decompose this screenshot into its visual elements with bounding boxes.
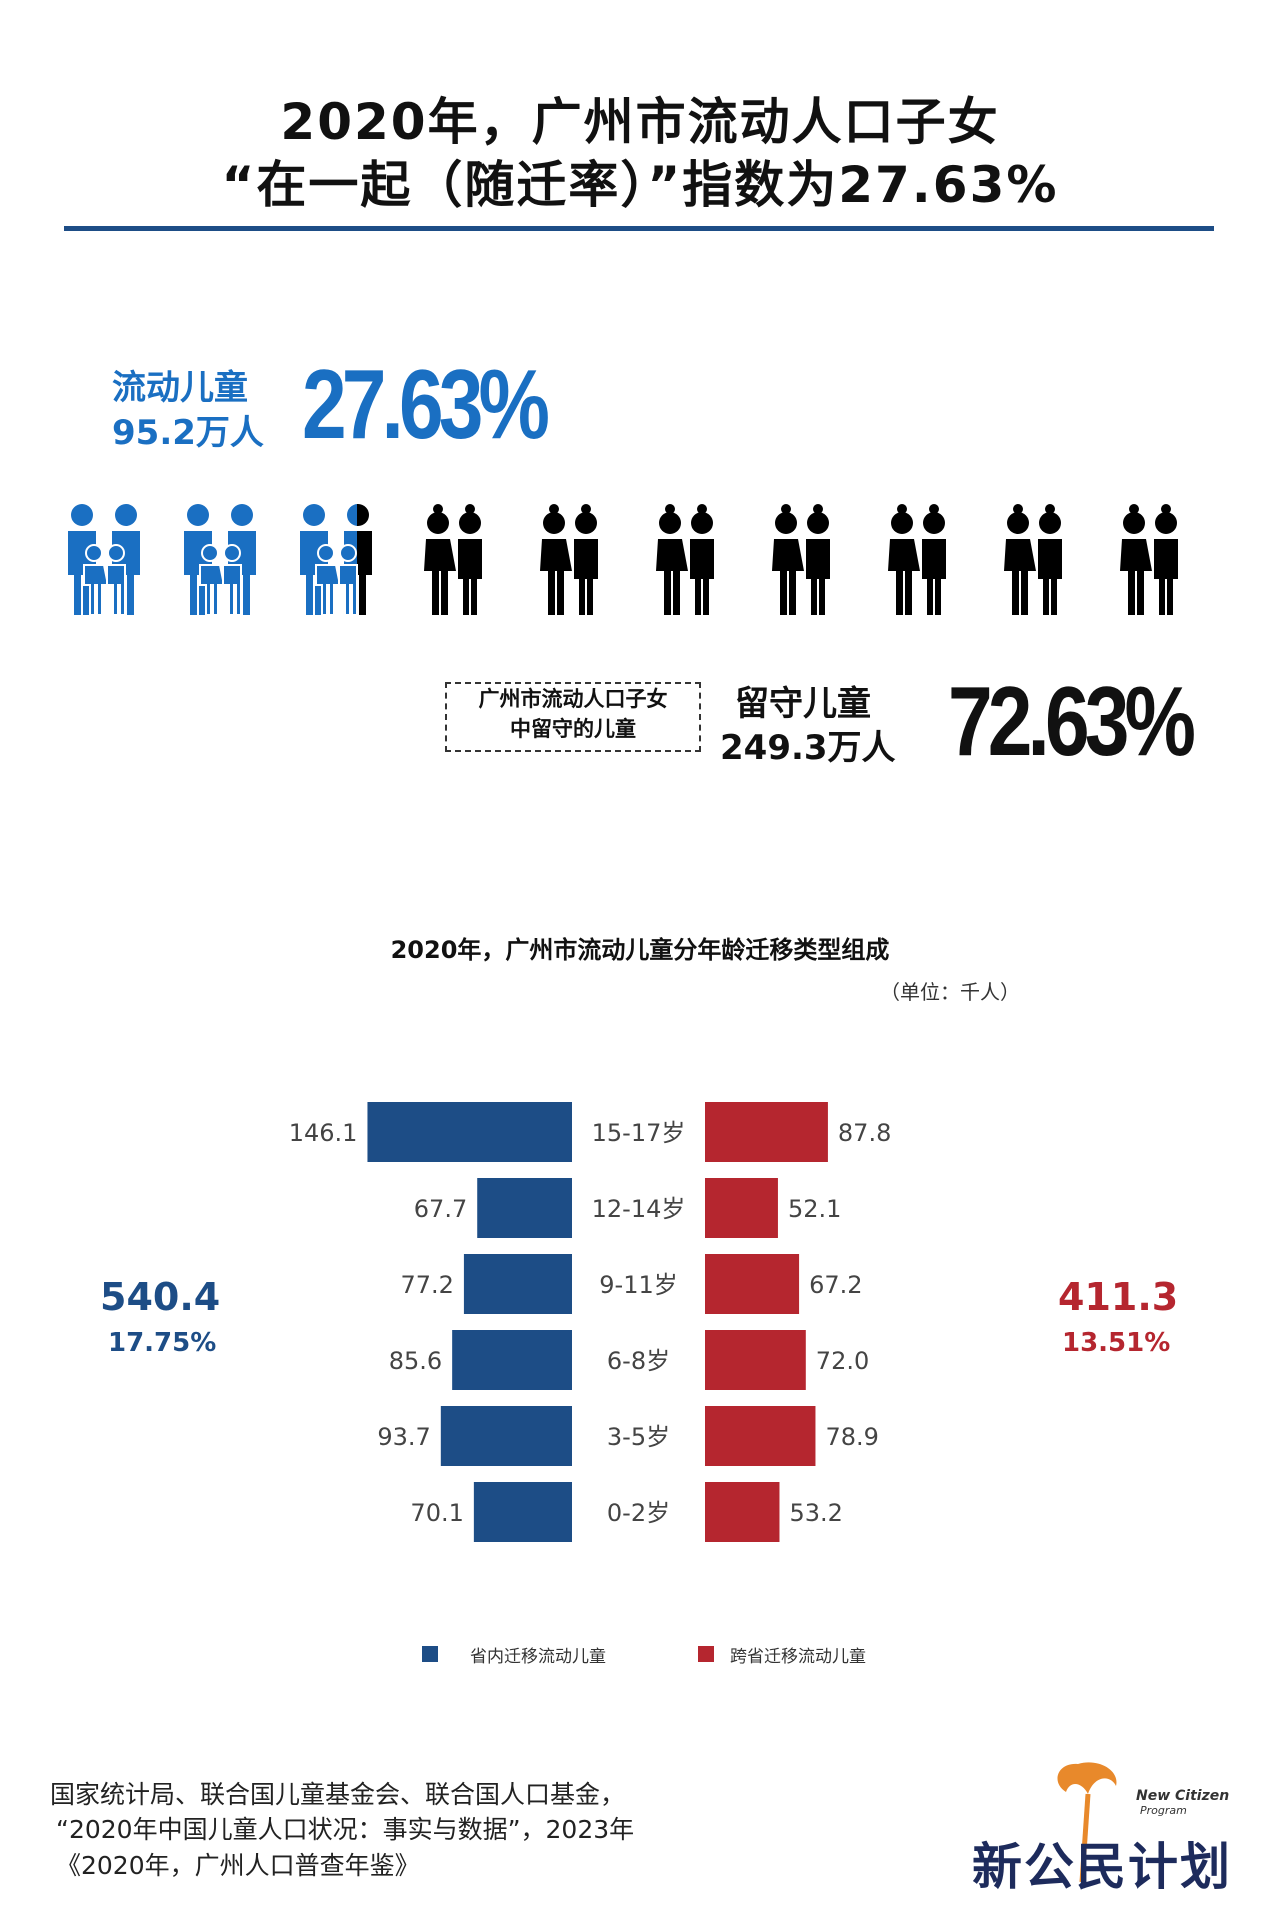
value-label-cross-province: 78.9 bbox=[825, 1423, 878, 1451]
left-behind-label: 留守儿童 bbox=[735, 684, 871, 724]
logo-english-line1: New Citizen bbox=[1136, 1788, 1229, 1804]
bar-cross-province bbox=[705, 1254, 800, 1314]
source-line3: 《2020年，广州人口普查年鉴》 bbox=[56, 1851, 420, 1880]
left-behind-percent: 72.63% bbox=[948, 666, 1196, 776]
value-label-cross-province: 87.8 bbox=[838, 1119, 891, 1147]
bar-in-province bbox=[367, 1102, 572, 1162]
category-label: 12-14岁 bbox=[592, 1195, 686, 1223]
category-label: 6-8岁 bbox=[607, 1347, 670, 1375]
page-title-line2: “在一起（随迁率）”指数为27.63% bbox=[221, 156, 1059, 214]
new-citizen-program-logo: New Citizen Program 新公民计划 bbox=[972, 1762, 1232, 1896]
logo-chinese-name: 新公民计划 bbox=[972, 1837, 1232, 1896]
category-label: 15-17岁 bbox=[592, 1119, 686, 1147]
value-label-in-province: 85.6 bbox=[389, 1347, 442, 1375]
migrant-label: 流动儿童 bbox=[112, 368, 248, 408]
note-line2: 中留守的儿童 bbox=[510, 717, 636, 741]
bar-in-province bbox=[463, 1254, 572, 1314]
left-behind-note-box: 广州市流动人口子女 中留守的儿童 bbox=[445, 682, 701, 752]
left-behind-count: 249.3万人 bbox=[720, 728, 896, 768]
bar-in-province bbox=[473, 1482, 572, 1542]
value-label-in-province: 70.1 bbox=[410, 1499, 463, 1527]
left-series-percent: 17.75% bbox=[108, 1328, 217, 1358]
family-icon-row bbox=[68, 504, 1178, 616]
category-label: 0-2岁 bbox=[607, 1499, 670, 1527]
logo-stem-icon bbox=[1079, 1793, 1091, 1883]
page-title-line1: 2020年，广州市流动人口子女 bbox=[280, 93, 1000, 151]
bar-cross-province bbox=[705, 1482, 780, 1542]
legend-swatch-cross-province bbox=[698, 1646, 714, 1662]
value-label-cross-province: 67.2 bbox=[809, 1271, 862, 1299]
value-label-cross-province: 52.1 bbox=[788, 1195, 841, 1223]
family-icon bbox=[184, 504, 256, 616]
legend-label-in-province: 省内迁移流动儿童 bbox=[470, 1647, 606, 1667]
value-label-in-province: 77.2 bbox=[400, 1271, 453, 1299]
migrant-count: 95.2万人 bbox=[112, 413, 264, 453]
butterfly-bar-chart: 146.1 15-17岁 87.8 67.7 12-14岁 52.1 77.2 9-11岁 67… bbox=[289, 1102, 891, 1542]
value-label-cross-province: 53.2 bbox=[789, 1499, 842, 1527]
bar-cross-province bbox=[705, 1330, 806, 1390]
category-label: 9-11岁 bbox=[599, 1271, 677, 1299]
category-label: 3-5岁 bbox=[607, 1423, 670, 1451]
legend-swatch-in-province bbox=[422, 1646, 438, 1662]
note-line1: 广州市流动人口子女 bbox=[478, 687, 668, 711]
title-divider bbox=[64, 226, 1214, 231]
legend-label-cross-province: 跨省迁移流动儿童 bbox=[730, 1647, 866, 1667]
logo-flower-icon bbox=[1057, 1762, 1117, 1794]
bar-in-province bbox=[477, 1178, 572, 1238]
value-label-in-province: 67.7 bbox=[414, 1195, 467, 1223]
child-pair-icon bbox=[540, 504, 598, 615]
value-label-in-province: 146.1 bbox=[289, 1119, 358, 1147]
bar-in-province bbox=[452, 1330, 572, 1390]
child-pair-icon bbox=[1120, 504, 1178, 615]
chart-unit: （单位：千人） bbox=[880, 980, 1020, 1004]
logo-english-line2: Program bbox=[1140, 1804, 1187, 1817]
family-icon bbox=[68, 504, 140, 616]
child-pair-icon bbox=[1004, 504, 1062, 615]
child-pair-icon bbox=[888, 504, 946, 615]
chart-title: 2020年，广州市流动儿童分年龄迁移类型组成 bbox=[390, 936, 890, 964]
family-icon bbox=[300, 504, 372, 616]
bar-cross-province bbox=[705, 1406, 816, 1466]
child-pair-icon bbox=[424, 504, 482, 615]
value-label-cross-province: 72.0 bbox=[816, 1347, 869, 1375]
right-series-total: 411.3 bbox=[1058, 1275, 1179, 1319]
bar-cross-province bbox=[705, 1178, 778, 1238]
bar-in-province bbox=[440, 1406, 572, 1466]
child-pair-icon bbox=[772, 504, 830, 615]
right-series-percent: 13.51% bbox=[1062, 1328, 1171, 1358]
source-line2: “2020年中国儿童人口状况：事实与数据”，2023年 bbox=[56, 1815, 635, 1844]
migrant-percent: 27.63% bbox=[302, 349, 550, 459]
child-pair-icon bbox=[656, 504, 714, 615]
source-line1: 国家统计局、联合国儿童基金会、联合国人口基金， bbox=[50, 1780, 626, 1809]
value-label-in-province: 93.7 bbox=[377, 1423, 430, 1451]
bar-cross-province bbox=[705, 1102, 828, 1162]
left-series-total: 540.4 bbox=[100, 1275, 221, 1319]
